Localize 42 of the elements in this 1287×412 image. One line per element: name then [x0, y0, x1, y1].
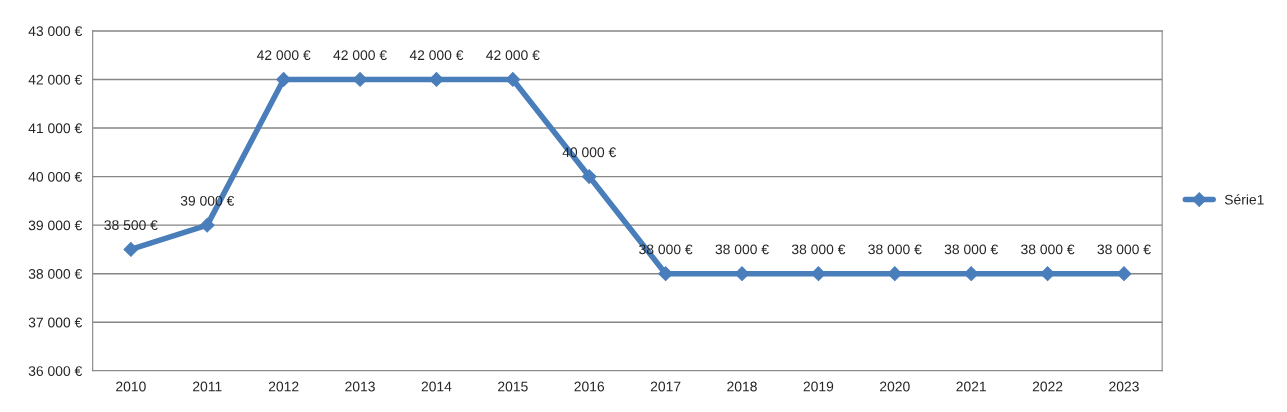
point — [581, 169, 597, 184]
x-tick-label: 2010 — [116, 381, 146, 392]
x-tick-label: 2018 — [727, 381, 757, 392]
data-label: 42 000 € — [486, 50, 540, 61]
data-label: 42 000 € — [256, 50, 311, 61]
x-tick-label: 2017 — [650, 381, 681, 392]
x-tick-label: 2014 — [421, 381, 452, 392]
y-tick-label: 41 000 € — [28, 123, 83, 134]
x-tick-label: 2013 — [345, 381, 375, 392]
y-tick-label: 40 000 € — [28, 171, 83, 182]
y-tick-label: 38 000 € — [28, 269, 83, 279]
data-label: 38 000 € — [868, 244, 922, 255]
x-tick-label: 2016 — [574, 381, 605, 392]
point — [505, 72, 521, 87]
data-label: 42 000 € — [409, 50, 464, 61]
point — [658, 266, 673, 282]
y-tick-label: 37 000 € — [28, 317, 83, 328]
point — [811, 266, 826, 282]
point — [1040, 266, 1055, 282]
x-tick-label: 2021 — [956, 381, 986, 392]
x-tick-label: 2012 — [268, 381, 299, 392]
data-label: 38 500 € — [104, 220, 158, 230]
data-label: 42 000 € — [333, 50, 387, 61]
data-label: 38 000 € — [944, 244, 999, 255]
point — [199, 217, 215, 233]
y-tick-label: 39 000 € — [28, 220, 83, 231]
data-label: 38 000 € — [1021, 244, 1075, 255]
x-tick-label: 2015 — [498, 381, 528, 392]
x-tick-label: 2020 — [880, 381, 910, 392]
x-tick-label: 2023 — [1109, 381, 1139, 392]
data-label: 38 000 € — [715, 244, 769, 255]
data-label: 38 000 € — [1097, 244, 1151, 255]
x-tick-label: 2019 — [803, 381, 834, 392]
x-tick-label: 2011 — [193, 381, 222, 392]
y-tick-label: 36 000 € — [28, 366, 83, 376]
point — [429, 72, 444, 87]
legend-label: Série1 — [1224, 194, 1264, 205]
data-label: 38 000 € — [791, 244, 846, 255]
y-tick-label: 42 000 € — [28, 74, 83, 85]
x-tick-label: 2022 — [1032, 381, 1063, 392]
y-tick-label: 43 000 € — [28, 26, 83, 37]
point — [123, 242, 139, 257]
